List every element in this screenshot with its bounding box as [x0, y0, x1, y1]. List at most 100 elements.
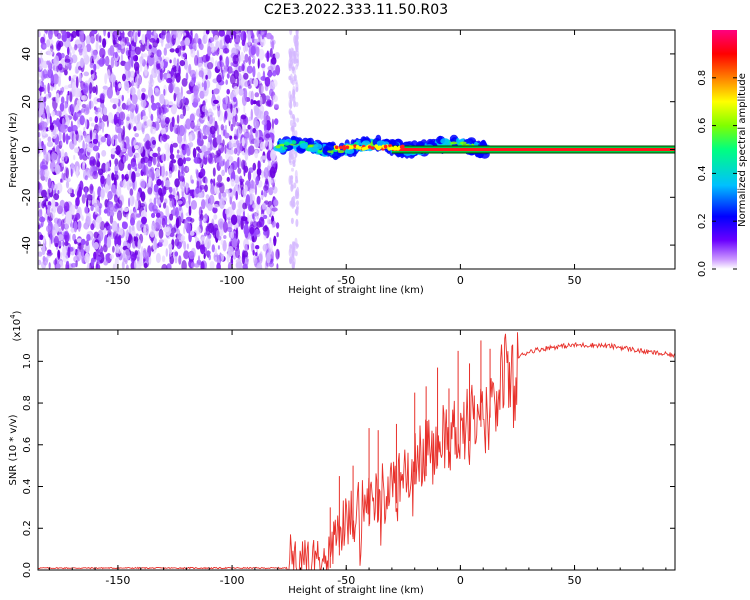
noise-speckle [161, 217, 166, 228]
noise-speckle [252, 127, 257, 134]
noise-speckle [231, 160, 238, 171]
noise-speckle [66, 93, 69, 105]
noise-speckle [223, 68, 226, 78]
noise-speckle [262, 202, 266, 210]
noise-speckle [161, 133, 168, 142]
noise-speckle [225, 189, 230, 194]
noise-speckle [220, 62, 224, 67]
noise-speckle [267, 72, 273, 77]
noise-speckle [43, 96, 47, 103]
snr-y-tick-label: 0.6 [22, 437, 33, 453]
noise-speckle [236, 76, 239, 88]
noise-speckle [106, 236, 112, 248]
snr-y-tick-label: 0.2 [22, 520, 33, 536]
noise-speckle [39, 199, 42, 210]
noise-speckle [207, 203, 213, 211]
noise-speckle [153, 183, 159, 193]
noise-speckle [177, 31, 182, 40]
noise-speckle [130, 51, 136, 56]
noise-speckle [225, 56, 230, 68]
noise-speckle [114, 51, 118, 59]
noise-speckle [159, 60, 164, 69]
noise-speckle [145, 133, 150, 139]
noise-speckle [198, 70, 204, 78]
noise-speckle [126, 243, 131, 249]
noise-speckle [127, 234, 134, 244]
noise-speckle [228, 140, 232, 149]
noise-speckle [134, 167, 138, 172]
noise-speckle [124, 80, 130, 91]
noise-speckle [127, 70, 131, 78]
signal-hot-dot [357, 146, 362, 150]
noise-speckle [113, 98, 119, 105]
noise-speckle [131, 80, 134, 87]
noise-speckle [93, 242, 99, 250]
noise-speckle [176, 114, 180, 125]
noise-speckle [208, 114, 213, 125]
noise-speckle [116, 210, 123, 221]
noise-speckle [155, 168, 160, 178]
noise-speckle [242, 263, 248, 269]
noise-speckle [232, 54, 239, 65]
signal-speckle [345, 148, 355, 155]
noise-speckle [268, 179, 273, 184]
noise-speckle [205, 194, 210, 200]
noise-speckle [79, 115, 85, 126]
noise-speckle [234, 184, 239, 193]
noise-speckle [157, 151, 161, 163]
noise-speckle [106, 206, 111, 217]
noise-speckle [153, 208, 158, 214]
snr-x-tick-label: -50 [337, 574, 355, 587]
noise-speckle [38, 190, 42, 196]
noise-speckle [53, 193, 60, 201]
signal-speckle [325, 142, 336, 151]
noise-speckle [131, 225, 135, 231]
noise-speckle [148, 44, 152, 50]
noise-speckle [217, 174, 223, 183]
noise-speckle [109, 74, 117, 83]
noise-speckle [244, 131, 250, 139]
noise-speckle [241, 188, 247, 197]
scatter-stripe-speckle [288, 248, 292, 257]
noise-speckle [133, 208, 138, 220]
noise-speckle [224, 144, 227, 154]
noise-speckle [151, 67, 158, 79]
noise-speckle [87, 216, 92, 227]
noise-speckle [126, 142, 130, 150]
noise-speckle [48, 262, 51, 269]
noise-speckle [97, 141, 100, 148]
scatter-stripe-speckle [291, 247, 295, 257]
noise-speckle [71, 189, 74, 195]
noise-speckle [47, 188, 51, 200]
noise-speckle [85, 240, 89, 246]
noise-speckle [201, 54, 209, 63]
spectrogram-x-axis-label: Height of straight line (km) [288, 285, 424, 296]
noise-speckle [184, 218, 188, 230]
noise-speckle [165, 226, 172, 236]
noise-speckle [81, 194, 86, 204]
noise-speckle [129, 86, 136, 96]
noise-speckle [226, 176, 230, 182]
noise-speckle [275, 64, 281, 76]
noise-speckle [133, 236, 137, 242]
noise-speckle [174, 251, 179, 257]
noise-speckle [190, 48, 196, 58]
noise-speckle [120, 60, 127, 66]
noise-speckle [134, 133, 139, 138]
noise-speckle [175, 195, 179, 201]
spectrogram-y-axis-label: Frequency (Hz) [8, 112, 19, 188]
noise-speckle [199, 184, 205, 190]
noise-speckle [118, 234, 122, 240]
noise-speckle [93, 199, 100, 208]
scatter-stripe-speckle [293, 182, 297, 189]
noise-speckle [230, 214, 238, 226]
noise-speckle [159, 68, 163, 81]
noise-speckle [207, 141, 211, 149]
noise-speckle [149, 74, 153, 84]
noise-speckle [216, 134, 222, 145]
noise-speckle [135, 55, 139, 62]
noise-speckle [256, 46, 260, 57]
noise-speckle [256, 167, 262, 176]
noise-speckle [270, 133, 275, 140]
noise-speckle [253, 78, 259, 87]
